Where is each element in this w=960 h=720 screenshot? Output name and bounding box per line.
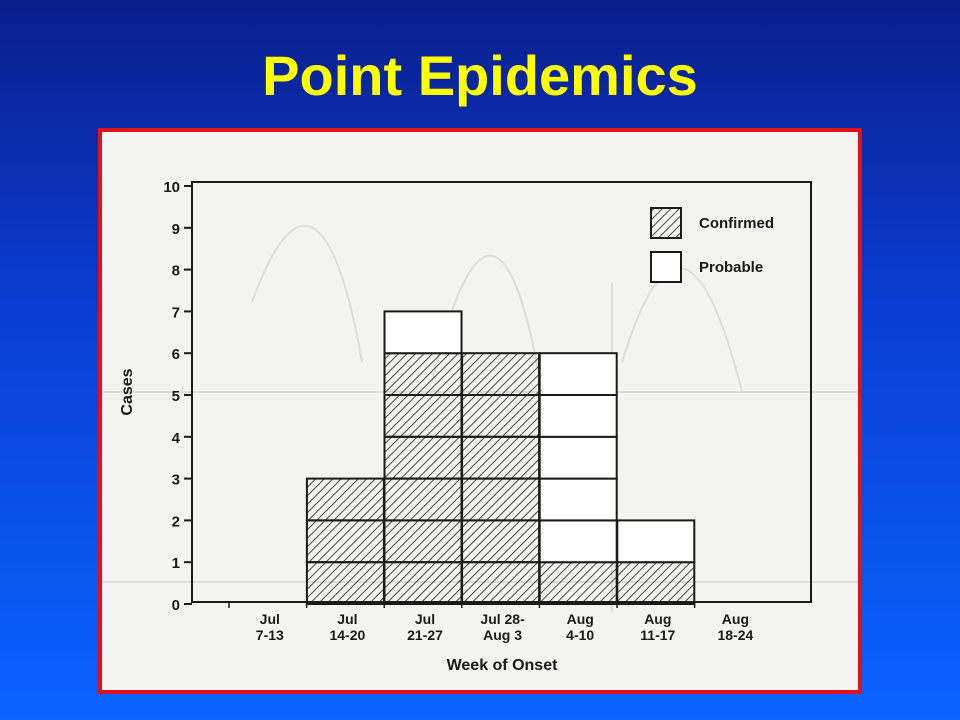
x-tick-label: Aug 18-24 xyxy=(717,611,753,643)
legend-label-confirmed: Confirmed xyxy=(699,215,774,232)
legend-swatch-confirmed xyxy=(650,207,682,239)
y-tick-label: 3 xyxy=(172,472,180,489)
bar-probable-case xyxy=(538,519,618,564)
bar-confirmed-case xyxy=(383,561,463,606)
bar-confirmed-case xyxy=(305,561,385,606)
y-tick-label: 4 xyxy=(172,430,181,447)
y-axis-title: Cases xyxy=(119,368,136,415)
legend: Confirmed Probable xyxy=(650,207,774,283)
bar-confirmed-case xyxy=(461,519,541,564)
legend-swatch-probable xyxy=(650,251,682,283)
x-tick-label: Jul 21-27 xyxy=(407,611,443,643)
bar-confirmed-case xyxy=(383,519,463,564)
bar-confirmed-case xyxy=(461,352,541,396)
bar-confirmed-case xyxy=(461,477,541,522)
bar-probable-case xyxy=(538,477,618,522)
y-tick-label: 10 xyxy=(163,179,180,196)
bar-probable-case xyxy=(538,352,618,396)
y-tick-label: 8 xyxy=(172,263,180,280)
bars xyxy=(305,310,696,606)
bar-probable-case xyxy=(383,310,463,355)
y-tick-label: 0 xyxy=(172,597,180,614)
bar-confirmed-case xyxy=(616,561,696,606)
x-tick-label: Jul 14-20 xyxy=(329,611,365,643)
y-tick-label: 1 xyxy=(172,555,180,572)
bar-probable-case xyxy=(616,519,696,564)
x-tick-label: Aug 11-17 xyxy=(640,611,675,643)
x-axis-title: Week of Onset xyxy=(447,657,559,674)
bar-confirmed-case xyxy=(383,477,463,522)
bar-confirmed-case xyxy=(461,435,541,480)
bar-confirmed-case xyxy=(461,394,541,438)
bar-confirmed-case xyxy=(538,561,618,606)
y-tick-label: 9 xyxy=(172,221,180,238)
slide-title: Point Epidemics xyxy=(262,44,698,107)
x-axis: Jul 7-13 Jul 14-20 Jul 21-27 Jul 28-Aug 3 Aug 4-… xyxy=(228,602,754,643)
bar-confirmed-case xyxy=(305,519,385,564)
y-axis: 0 1 2 3 4 5 6 7 8 9 10 xyxy=(163,179,192,614)
bar-confirmed-case xyxy=(461,561,541,606)
y-tick-label: 2 xyxy=(172,513,180,530)
y-tick-label: 5 xyxy=(172,388,180,405)
y-tick-label: 6 xyxy=(172,346,180,363)
x-tick-label: Aug 4-10 xyxy=(566,611,594,643)
bar-confirmed-case xyxy=(383,435,463,480)
epidemic-curve-chart: 0 1 2 3 4 5 6 7 8 9 10 Jul 7-13 Jul 14-20 Jul 21-27 Jul … xyxy=(102,179,858,674)
bar-confirmed-case xyxy=(383,394,463,438)
figure-frame: 0 1 2 3 4 5 6 7 8 9 10 Jul 7-13 Jul 14-20 Jul 21-27 Jul … xyxy=(98,128,862,694)
legend-label-probable: Probable xyxy=(699,259,763,276)
bar-confirmed-case xyxy=(305,477,385,522)
y-tick-label: 7 xyxy=(172,304,180,321)
bar-probable-case xyxy=(538,435,618,480)
bar-probable-case xyxy=(538,394,618,438)
x-tick-label: Jul 28-Aug 3 xyxy=(480,611,525,643)
bar-confirmed-case xyxy=(383,352,463,396)
x-tick-label: Jul 7-13 xyxy=(256,611,284,643)
